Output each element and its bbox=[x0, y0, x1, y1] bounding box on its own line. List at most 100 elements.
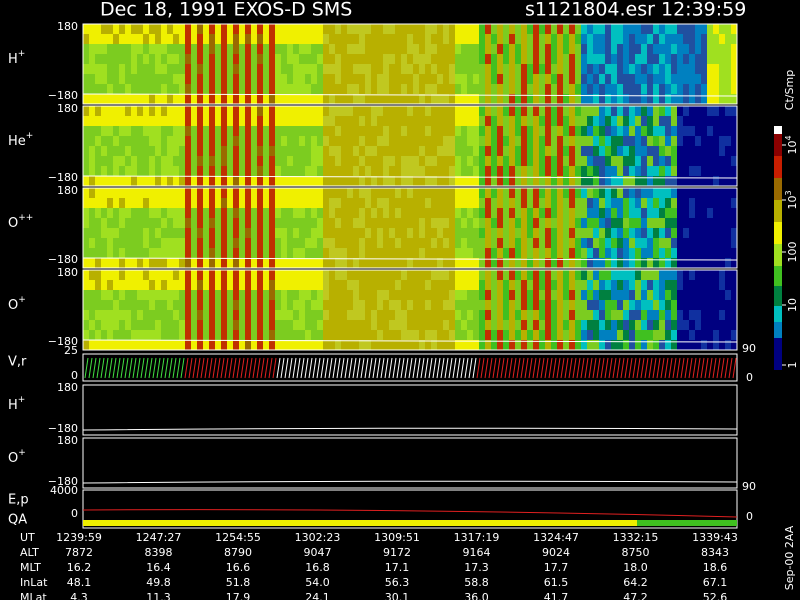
label-text: H bbox=[8, 398, 18, 413]
spectrogram-cell bbox=[407, 218, 413, 228]
spectrogram-cell bbox=[665, 94, 671, 104]
spectrogram-cell bbox=[641, 136, 647, 146]
spectrogram-cell bbox=[629, 238, 635, 248]
spectrogram-cell bbox=[443, 166, 449, 176]
spectrogram-cell bbox=[125, 198, 131, 208]
spectrogram-cell bbox=[431, 44, 437, 54]
spectrogram-cell bbox=[389, 74, 395, 84]
spectrogram-cell bbox=[659, 218, 665, 228]
spectrogram-cell bbox=[731, 228, 737, 238]
vr-stroke bbox=[472, 357, 477, 379]
spectrogram-cell bbox=[689, 300, 695, 310]
spectrogram-cell bbox=[539, 54, 545, 64]
spectrogram-cell bbox=[365, 198, 371, 208]
trace bbox=[82, 93, 738, 97]
spectrogram-cell bbox=[659, 44, 665, 54]
vr-stroke bbox=[324, 357, 329, 379]
spectrogram-cell bbox=[527, 218, 533, 228]
spectrogram-cell bbox=[335, 146, 341, 156]
y-tick-label: 180 bbox=[57, 20, 78, 33]
spectrogram-cell bbox=[557, 84, 563, 94]
spectrogram-cell bbox=[569, 126, 575, 136]
spectrogram-cell bbox=[629, 94, 635, 104]
spectrogram-cell bbox=[587, 310, 593, 320]
spectrogram-cell bbox=[509, 94, 515, 104]
spectrogram-cell bbox=[425, 136, 431, 146]
spectrogram-cell bbox=[215, 126, 221, 136]
spectrogram-cell bbox=[185, 64, 191, 74]
spectrogram-cell bbox=[365, 136, 371, 146]
spectrogram-cell bbox=[701, 238, 707, 248]
spectrogram-cell bbox=[335, 238, 341, 248]
spectrogram-cell bbox=[317, 34, 323, 44]
vr-stroke bbox=[340, 357, 345, 379]
spectrogram-cell bbox=[149, 248, 155, 258]
spectrogram-cell bbox=[635, 176, 641, 186]
spectrogram-cell bbox=[161, 64, 167, 74]
spectrogram-cell bbox=[593, 340, 599, 350]
spectrogram-cell bbox=[299, 238, 305, 248]
spectrogram-cell bbox=[191, 166, 197, 176]
spectrogram-cell bbox=[299, 258, 305, 268]
spectrogram-cell bbox=[491, 238, 497, 248]
spectrogram-cell bbox=[143, 64, 149, 74]
spectrogram-cell bbox=[269, 24, 275, 34]
spectrogram-cell bbox=[227, 24, 233, 34]
vr-stroke bbox=[556, 357, 561, 379]
vr-stroke bbox=[632, 357, 637, 379]
spectrogram-cell bbox=[593, 44, 599, 54]
spectrogram-cell bbox=[89, 270, 95, 280]
spectrogram-cell bbox=[629, 54, 635, 64]
spectrogram-cell bbox=[95, 54, 101, 64]
spectrogram-cell bbox=[167, 166, 173, 176]
spectrogram-cell bbox=[587, 188, 593, 198]
spectrogram-cell bbox=[545, 54, 551, 64]
spectrogram-cell bbox=[647, 208, 653, 218]
spectrogram-cell bbox=[671, 340, 677, 350]
spectrogram-cell bbox=[425, 44, 431, 54]
spectrogram-cell bbox=[185, 218, 191, 228]
table-cell: 1239:59 bbox=[56, 531, 102, 544]
spectrogram-cell bbox=[83, 74, 89, 84]
spectrogram-cell bbox=[383, 290, 389, 300]
spectrogram-cell bbox=[305, 126, 311, 136]
spectrogram-cell bbox=[503, 54, 509, 64]
spectrogram-cell bbox=[521, 320, 527, 330]
spectrogram-cell bbox=[419, 188, 425, 198]
spectrogram-cell bbox=[407, 198, 413, 208]
spectrogram-cell bbox=[503, 34, 509, 44]
spectrogram-cell bbox=[233, 238, 239, 248]
vr-stroke bbox=[568, 357, 573, 379]
spectrogram-cell bbox=[659, 74, 665, 84]
spectrogram-cell bbox=[89, 218, 95, 228]
spectrogram-cell bbox=[203, 258, 209, 268]
spectrogram-cell bbox=[533, 340, 539, 350]
spectrogram-cell bbox=[551, 238, 557, 248]
spectrogram-cell bbox=[299, 146, 305, 156]
spectrogram-cell bbox=[575, 258, 581, 268]
spectrogram-cell bbox=[275, 208, 281, 218]
spectrogram-cell bbox=[227, 94, 233, 104]
spectrogram-cell bbox=[389, 340, 395, 350]
spectrogram-cell bbox=[197, 126, 203, 136]
spectrogram-cell bbox=[611, 166, 617, 176]
spectrogram-cell bbox=[641, 34, 647, 44]
spectrogram-cell bbox=[251, 218, 257, 228]
vr-stroke bbox=[260, 357, 265, 379]
spectrogram-cell bbox=[149, 74, 155, 84]
spectrogram-cell bbox=[269, 248, 275, 258]
spectrogram-cell bbox=[629, 44, 635, 54]
spectrogram-cell bbox=[113, 146, 119, 156]
vr-stroke bbox=[200, 357, 205, 379]
spectrogram-cell bbox=[563, 116, 569, 126]
spectrogram-cell bbox=[521, 44, 527, 54]
table-cell: 1302:23 bbox=[295, 531, 341, 544]
spectrogram-cell bbox=[407, 94, 413, 104]
spectrogram-cell bbox=[671, 116, 677, 126]
spectrogram-cell bbox=[683, 238, 689, 248]
spectrogram-cell bbox=[659, 136, 665, 146]
spectrogram-cell bbox=[311, 280, 317, 290]
spectrogram-cell bbox=[485, 44, 491, 54]
spectrogram-cell bbox=[173, 126, 179, 136]
vr-stroke bbox=[636, 357, 641, 379]
